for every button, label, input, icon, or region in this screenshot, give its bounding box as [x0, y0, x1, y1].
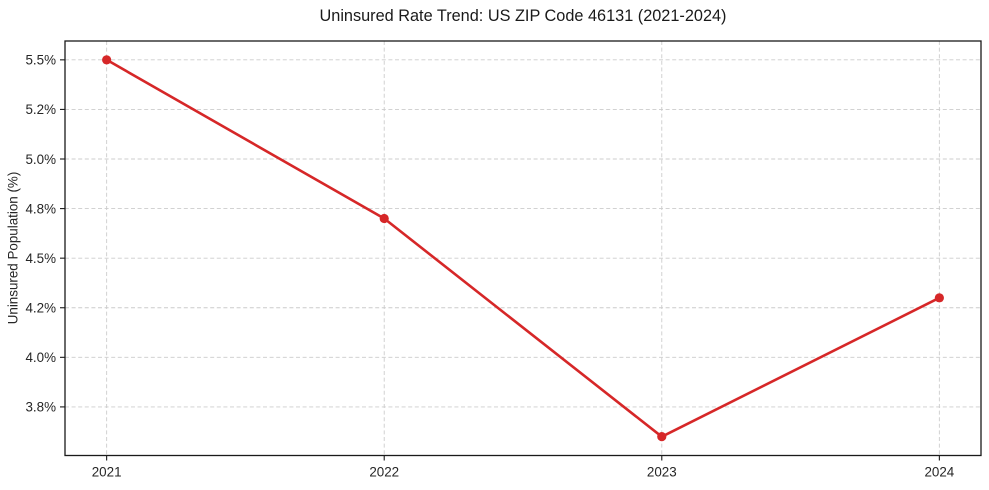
y-tick-label: 5.2%	[25, 102, 56, 117]
data-point-2021	[102, 55, 112, 65]
x-tick-label: 2022	[369, 465, 399, 480]
x-tick-label: 2021	[92, 465, 122, 480]
y-tick-label: 4.8%	[25, 201, 56, 216]
y-tick-label: 4.0%	[25, 350, 56, 365]
trend-line	[105, 58, 941, 439]
y-tick-label: 4.5%	[25, 251, 56, 266]
data-point-2022	[379, 213, 389, 224]
plot-border	[64, 40, 982, 457]
data-point-2024	[934, 293, 944, 303]
data-point-2023	[657, 432, 667, 442]
y-tick-label: 3.8%	[25, 400, 56, 415]
y-tick-label: 5.0%	[25, 152, 56, 167]
y-tick-label: 5.5%	[25, 53, 56, 68]
chart-title: Uninsured Rate Trend: US ZIP Code 46131 …	[319, 7, 727, 25]
x-tick-label: 2024	[924, 465, 954, 480]
x-tick-label: 2023	[647, 465, 677, 480]
y-tick-label: 4.2%	[25, 301, 56, 316]
